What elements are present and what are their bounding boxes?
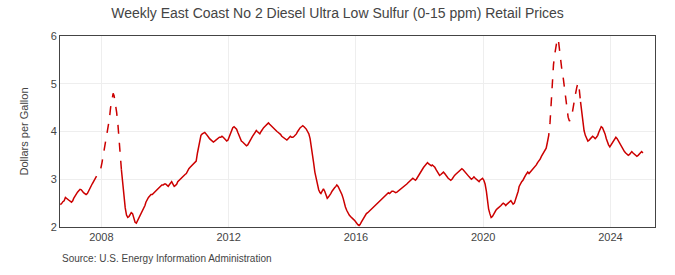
svg-text:6: 6 xyxy=(51,30,57,42)
svg-text:2008: 2008 xyxy=(89,231,113,243)
svg-text:Weekly East Coast No 2 Diesel: Weekly East Coast No 2 Diesel Ultra Low … xyxy=(111,5,564,21)
svg-text:4: 4 xyxy=(51,125,57,137)
svg-text:2024: 2024 xyxy=(598,231,622,243)
svg-text:3: 3 xyxy=(51,173,57,185)
svg-text:2012: 2012 xyxy=(216,231,240,243)
svg-text:2016: 2016 xyxy=(344,231,368,243)
svg-text:2020: 2020 xyxy=(471,231,495,243)
svg-text:Source: U.S. Energy Informatio: Source: U.S. Energy Information Administ… xyxy=(62,253,272,264)
svg-text:Dollars per Gallon: Dollars per Gallon xyxy=(18,87,30,175)
svg-text:2: 2 xyxy=(51,221,57,233)
svg-text:5: 5 xyxy=(51,78,57,90)
